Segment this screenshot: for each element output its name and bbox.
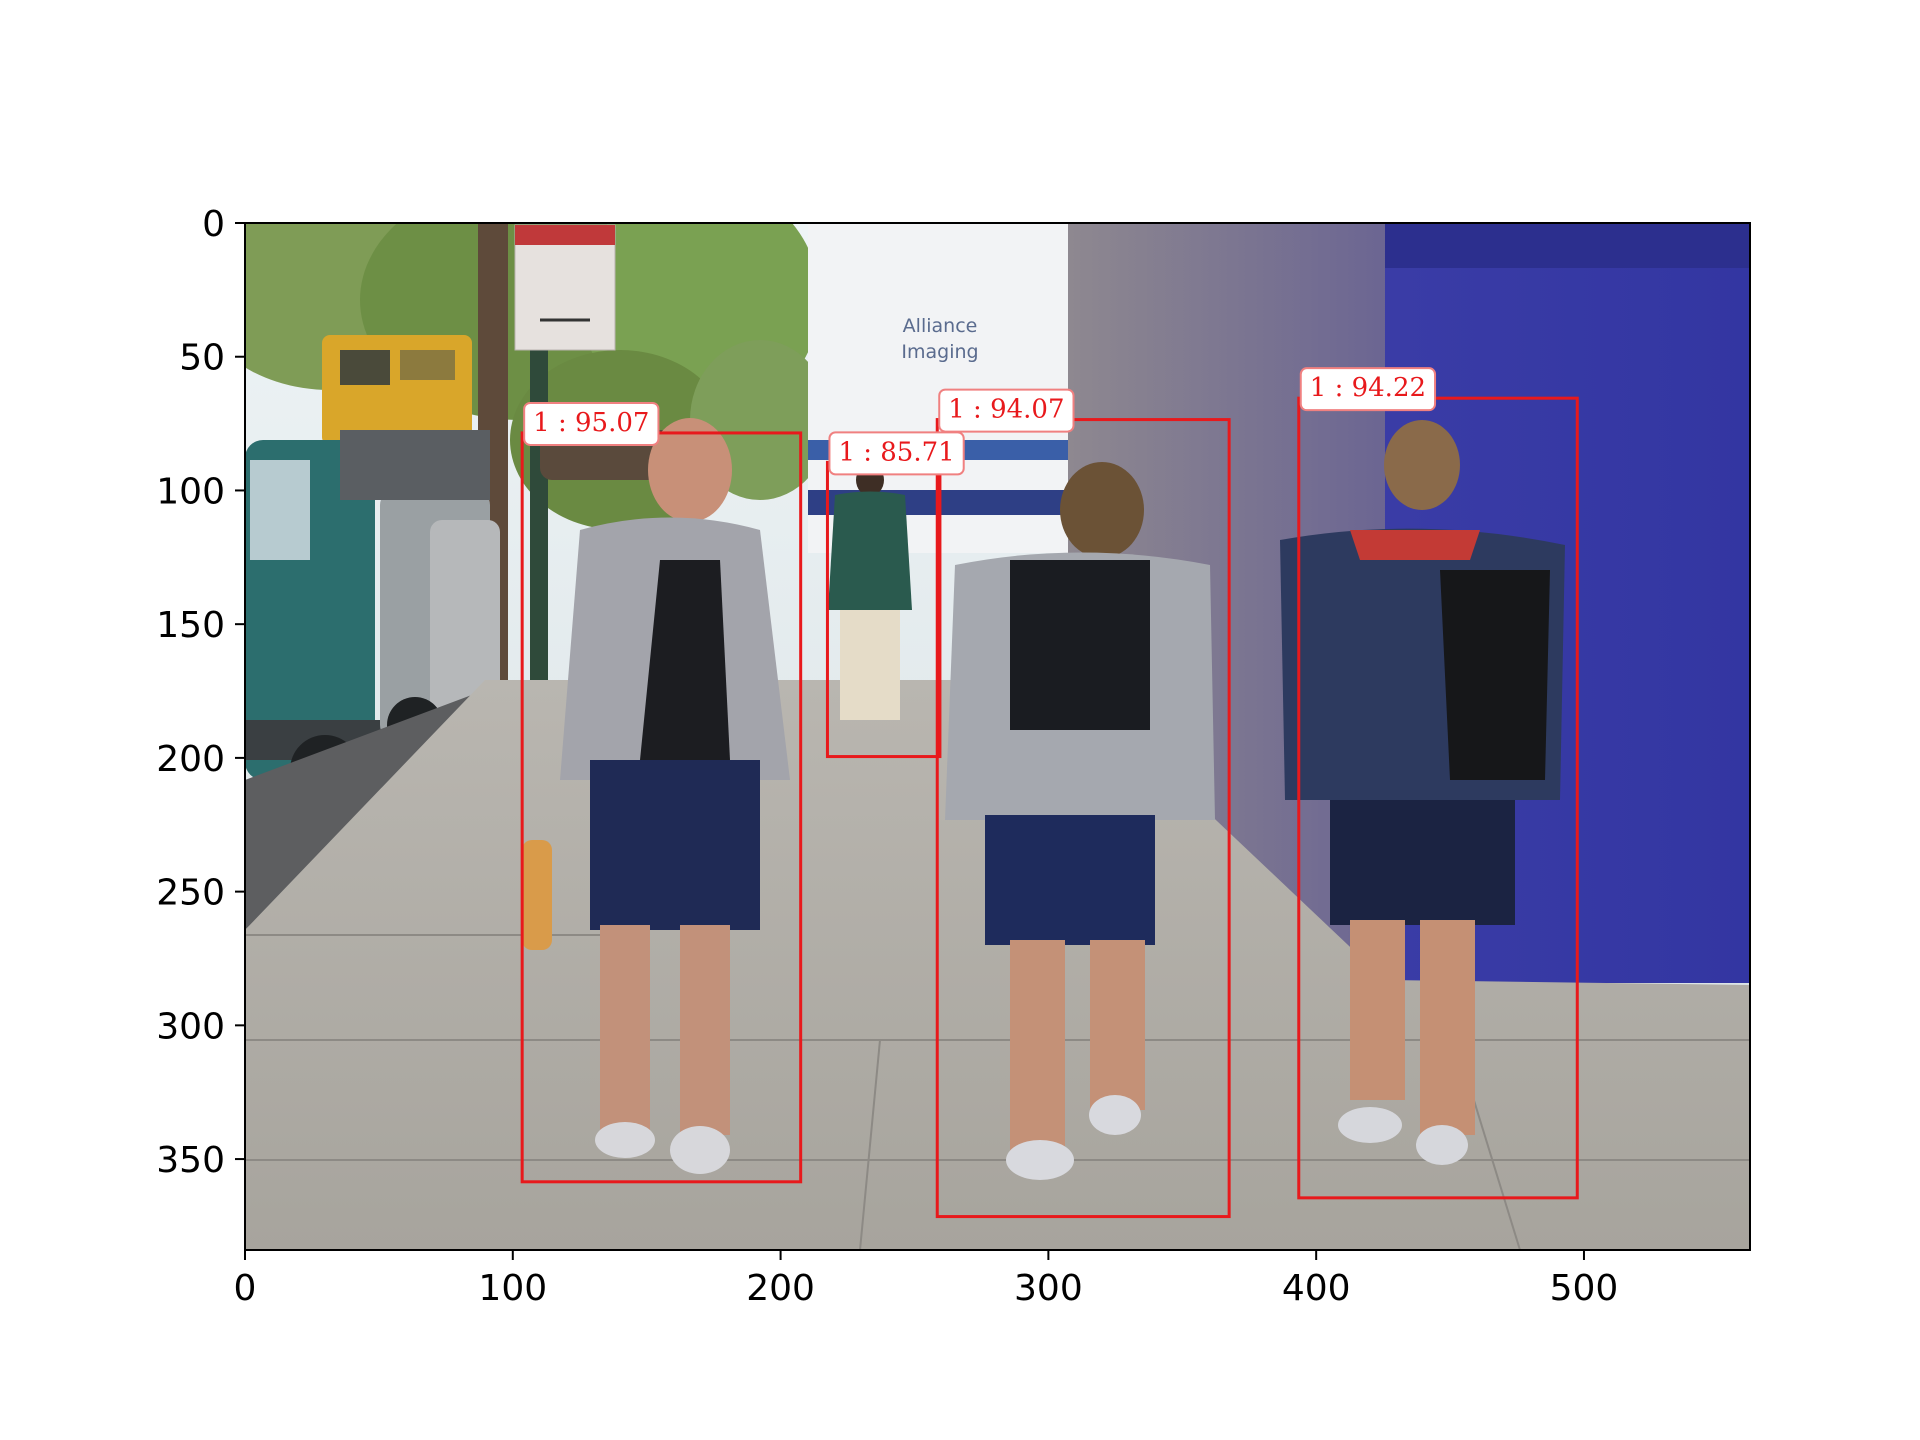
detection-label-text: 1 : 94.07 — [948, 395, 1064, 425]
y-tick-label: 50 — [179, 338, 225, 379]
detection-label: 1 : 94.22 — [1299, 367, 1437, 412]
detection-label-bg — [1299, 367, 1437, 412]
x-tick-label: 300 — [1014, 1268, 1083, 1309]
detection-label-bg — [523, 401, 660, 446]
y-tick-label: 0 — [202, 204, 225, 245]
x-tick-label: 500 — [1550, 1268, 1619, 1309]
detection-label-text: 1 : 95.07 — [533, 408, 649, 438]
x-tick-label: 400 — [1282, 1268, 1351, 1309]
x-tick-label: 100 — [478, 1268, 547, 1309]
x-tick-label: 0 — [234, 1268, 257, 1309]
detection-label-bg — [828, 431, 965, 476]
detection-labels: 1 : 95.07 1 : 85.71 1 : 94.07 1 : 94.22 — [523, 367, 1437, 476]
truck-sign-line-1: Alliance — [903, 315, 978, 337]
detection-overlays — [520, 396, 1579, 1219]
y-axis: 0 50 100 150 200 250 300 350 — [156, 204, 245, 1181]
person-1 — [522, 418, 790, 1174]
school-bus — [322, 335, 472, 445]
truck-sign-line-2: Imaging — [901, 341, 978, 363]
y-tick-label: 200 — [156, 739, 225, 780]
detection-box — [935, 418, 1231, 1219]
person-2 — [828, 464, 912, 720]
detection-box — [1297, 396, 1579, 1200]
wall-top — [1385, 223, 1750, 268]
x-tick-label: 200 — [746, 1268, 815, 1309]
y-tick-label: 250 — [156, 873, 225, 914]
detection-label: 1 : 95.07 — [523, 401, 660, 446]
axes-frame — [244, 222, 1751, 1251]
x-axis: 0 100 200 300 400 500 — [234, 1250, 1619, 1309]
y-tick-label: 150 — [156, 605, 225, 646]
detection-label: 1 : 85.71 — [828, 431, 965, 476]
y-tick-label: 350 — [156, 1140, 225, 1181]
y-tick-label: 300 — [156, 1006, 225, 1047]
street-sign — [514, 224, 616, 351]
detection-label-bg — [938, 388, 1075, 433]
detection-box — [520, 431, 803, 1184]
street-photo: Alliance Imaging — [245, 223, 1750, 1250]
detection-label: 1 : 94.07 — [938, 388, 1075, 433]
detection-label-text: 1 : 85.71 — [838, 437, 954, 467]
parked-cars — [245, 430, 500, 805]
detection-label-text: 1 : 94.22 — [1310, 373, 1426, 403]
person-3 — [945, 462, 1215, 1180]
person-4 — [1280, 420, 1565, 1165]
y-tick-label: 100 — [156, 471, 225, 512]
